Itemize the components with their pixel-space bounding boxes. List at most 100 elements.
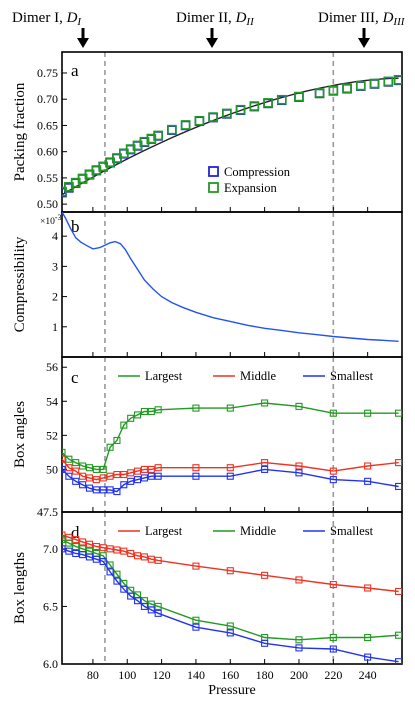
data-point-smallest bbox=[192, 472, 200, 480]
data-point-middle bbox=[65, 539, 73, 547]
data-point-middle bbox=[113, 470, 121, 479]
data-point-smallest bbox=[113, 488, 121, 496]
data-point-middle bbox=[79, 472, 87, 480]
data-point-smallest bbox=[364, 653, 372, 661]
data-point-smallest bbox=[113, 577, 121, 585]
legend-marker-expansion bbox=[208, 182, 219, 193]
data-point-largest bbox=[72, 536, 80, 544]
data-point-smallest bbox=[99, 486, 107, 494]
data-point-middle bbox=[261, 459, 269, 467]
dimer-arrow-3 bbox=[358, 28, 370, 48]
y-tick-label: 0.75 bbox=[37, 66, 58, 80]
x-axis-label: Pressure bbox=[208, 683, 255, 698]
data-point-expansion bbox=[194, 115, 205, 126]
data-point-largest bbox=[120, 547, 128, 555]
data-point-largest bbox=[99, 465, 107, 473]
data-point-expansion bbox=[369, 78, 380, 89]
data-point-smallest bbox=[154, 609, 162, 617]
data-point-largest bbox=[106, 545, 114, 553]
dimer-arrow-2 bbox=[206, 28, 218, 48]
series-line-largest bbox=[62, 534, 399, 593]
panel-a: 0.50 0.55 0.60 0.65 0.70 0.75 Packing fraction… bbox=[12, 51, 403, 213]
data-point-smallest bbox=[92, 486, 100, 494]
data-point-middle bbox=[92, 476, 100, 484]
data-point-largest bbox=[113, 436, 121, 445]
data-point-largest bbox=[192, 404, 200, 412]
y-axis-label: Box lengths bbox=[12, 552, 28, 624]
panels: 0.50 0.55 0.60 0.65 0.70 0.75 Packing fraction… bbox=[12, 51, 403, 698]
data-point-middle bbox=[113, 570, 121, 578]
data-point-smallest bbox=[127, 592, 135, 600]
legend: Largest Middle Smallest bbox=[118, 369, 374, 383]
y-axis-label: Box angles bbox=[12, 401, 28, 468]
data-point-smallest bbox=[329, 476, 337, 484]
data-point-middle bbox=[329, 633, 337, 642]
data-point-smallest bbox=[127, 477, 135, 485]
data-point-expansion bbox=[153, 130, 163, 141]
y-tick-label: 3 bbox=[52, 259, 58, 273]
data-point-expansion bbox=[342, 83, 352, 93]
series-line-compressibility bbox=[62, 212, 399, 342]
data-point-largest bbox=[295, 576, 303, 584]
data-point-smallest bbox=[295, 644, 303, 652]
y-tick-label: 2 bbox=[52, 290, 58, 304]
y-tick-label: 47.5 bbox=[37, 505, 58, 519]
data-point-smallest bbox=[140, 474, 148, 482]
data-point-largest bbox=[85, 464, 94, 472]
data-point-expansion bbox=[222, 108, 232, 119]
x-tick-label: 160 bbox=[221, 668, 239, 682]
data-point-largest bbox=[364, 409, 372, 417]
data-point-smallest bbox=[79, 481, 87, 489]
x-tick-label: 180 bbox=[256, 668, 274, 682]
data-point-expansion bbox=[249, 101, 260, 111]
data-point-smallest bbox=[72, 477, 80, 485]
axis-multiplier: ×10-3 bbox=[40, 213, 62, 227]
data-point-smallest bbox=[65, 547, 73, 555]
data-point-smallest bbox=[140, 602, 148, 610]
x-tick-label: 120 bbox=[153, 668, 171, 682]
data-point-smallest bbox=[261, 465, 269, 473]
legend: Compression Expansion bbox=[208, 165, 291, 195]
data-point-largest bbox=[154, 406, 162, 414]
panel-c: 47.5 50 52 54 56 Box angles c Largest Middle Smal… bbox=[12, 356, 403, 519]
y-axis-label: Compressibility bbox=[12, 236, 28, 332]
data-point-expansion bbox=[294, 91, 304, 102]
data-point-largest bbox=[226, 567, 234, 575]
data-point-expansion bbox=[314, 88, 325, 98]
data-point-expansion bbox=[208, 112, 218, 122]
data-point-largest bbox=[127, 549, 135, 558]
data-point-middle bbox=[364, 462, 372, 470]
data-point-middle bbox=[65, 464, 73, 472]
data-point-middle bbox=[140, 465, 148, 473]
dimer-header: Dimer I, DI Dimer II, DII Dimer III, DIII bbox=[12, 10, 406, 48]
data-point-largest bbox=[226, 404, 234, 412]
data-point-expansion bbox=[393, 75, 402, 85]
y-tick-label: 0.50 bbox=[37, 197, 58, 211]
legend: Largest Middle Smallest bbox=[118, 524, 374, 538]
series-line-largest bbox=[62, 402, 399, 471]
data-point-middle bbox=[295, 636, 303, 644]
data-point-middle bbox=[72, 542, 80, 551]
y-tick-label: 52 bbox=[46, 428, 58, 442]
data-point-largest bbox=[99, 544, 107, 552]
data-point-largest bbox=[134, 411, 142, 419]
data-point-expansion bbox=[180, 120, 191, 130]
data-point-smallest bbox=[295, 469, 303, 477]
data-point-largest bbox=[120, 421, 128, 429]
y-tick-label: 6.0 bbox=[43, 657, 58, 671]
data-point-expansion bbox=[235, 104, 246, 115]
data-point-middle bbox=[364, 633, 372, 642]
legend-marker-compression bbox=[208, 166, 219, 177]
legend-label-middle: Middle bbox=[240, 369, 277, 383]
y-tick-label: 54 bbox=[46, 394, 58, 408]
data-point-largest bbox=[154, 556, 162, 564]
data-point-largest bbox=[62, 448, 66, 456]
data-point-expansion bbox=[263, 98, 273, 108]
data-point-middle bbox=[127, 469, 135, 477]
data-point-largest bbox=[192, 562, 200, 570]
data-point-middle bbox=[395, 631, 402, 639]
panel-frame bbox=[61, 211, 403, 358]
x-tick-label: 240 bbox=[359, 668, 377, 682]
y-tick-label: 0.65 bbox=[37, 118, 58, 132]
